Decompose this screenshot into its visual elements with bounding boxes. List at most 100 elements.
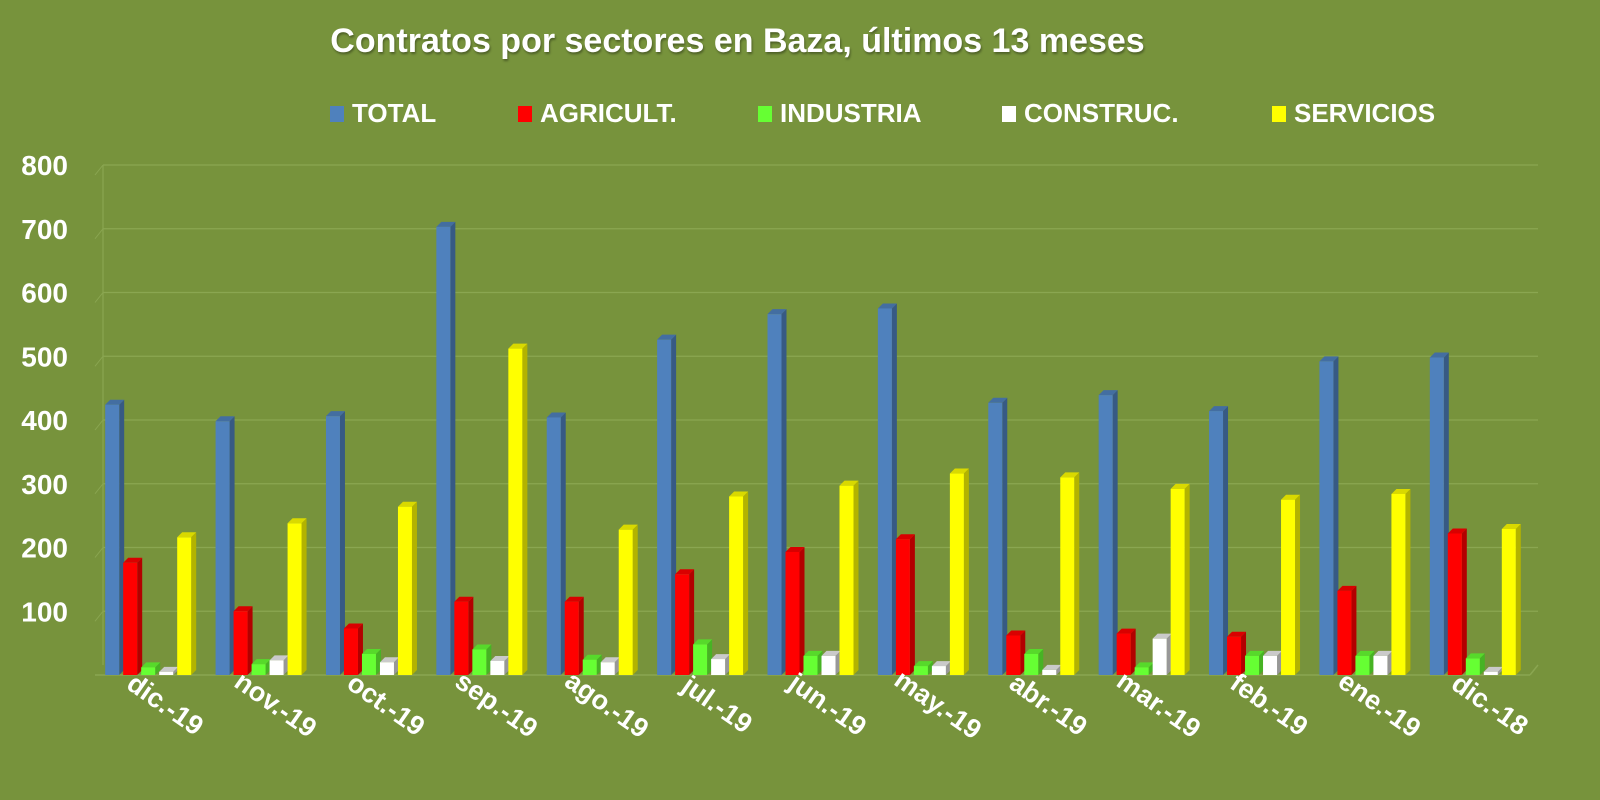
bar — [436, 226, 451, 675]
bar-side — [1148, 662, 1154, 675]
bar-side — [301, 518, 307, 675]
bar-side — [1074, 472, 1080, 675]
bar-side — [486, 644, 492, 675]
bar-side — [1241, 631, 1247, 675]
bar-top — [1245, 650, 1265, 656]
bar-top — [123, 557, 143, 563]
bar — [1281, 499, 1296, 675]
bar-side — [1112, 390, 1118, 675]
bar-side — [1515, 524, 1521, 675]
legend-item-industria: INDUSTRIA — [758, 98, 922, 129]
bar-side — [393, 657, 399, 675]
x-tick-label: sep.-19 — [450, 666, 543, 744]
legend-item-agricult: AGRICULT. — [518, 98, 677, 129]
bar-side — [1295, 494, 1301, 675]
bar — [1483, 671, 1498, 675]
bar-side — [632, 524, 638, 675]
bar-side — [283, 655, 289, 675]
bar-top — [564, 596, 584, 602]
bar — [1152, 638, 1167, 675]
bar — [1098, 395, 1113, 675]
bar-side — [1277, 650, 1283, 675]
bar — [729, 496, 744, 675]
bar-top — [729, 491, 749, 497]
x-tick-label: dic.-19 — [122, 668, 209, 742]
bar-side — [614, 657, 620, 675]
bar — [1447, 533, 1462, 675]
x-tick-label: nov.-19 — [229, 666, 322, 744]
bar-side — [522, 343, 528, 675]
y-tick-label: 100 — [21, 596, 68, 627]
bar — [1060, 477, 1075, 675]
chart-legend: TOTAL AGRICULT. INDUSTRIA CONSTRUC. SERV… — [330, 98, 1450, 138]
x-tick-label: ene.-19 — [1333, 666, 1426, 744]
bar — [913, 666, 928, 675]
bar — [343, 628, 358, 675]
bar-top — [287, 518, 307, 524]
legend-label-servicios: SERVICIOS — [1294, 98, 1436, 128]
bar — [177, 537, 192, 675]
bar-side — [799, 546, 805, 675]
bar-side — [1223, 406, 1229, 675]
bar — [1024, 653, 1039, 675]
bar-top — [343, 623, 363, 629]
x-tick-label: feb.-19 — [1225, 667, 1313, 741]
x-tick-label: jun.-19 — [783, 667, 872, 742]
bar-top — [675, 569, 695, 575]
bar — [1319, 361, 1334, 675]
bar-side — [411, 501, 417, 675]
bar-side — [1130, 628, 1136, 675]
bar — [361, 653, 376, 675]
bar — [490, 660, 505, 675]
bar — [1245, 655, 1260, 675]
bar-side — [119, 399, 125, 675]
bar-top — [1483, 666, 1503, 672]
bar-top — [877, 303, 897, 309]
bar-top — [803, 650, 823, 656]
bar-top — [600, 657, 620, 663]
bar-side — [891, 303, 897, 675]
bar — [325, 416, 340, 675]
legend-item-servicios: SERVICIOS — [1272, 98, 1435, 129]
bar — [785, 551, 800, 675]
bar-top — [233, 606, 253, 612]
bar-top — [657, 334, 677, 340]
bar-top — [508, 343, 528, 349]
bar-top — [821, 650, 841, 656]
bar-side — [191, 532, 197, 675]
legend-label-total: TOTAL — [352, 98, 437, 128]
y-tick-label: 200 — [21, 533, 68, 564]
bar — [839, 485, 854, 675]
bar — [803, 655, 818, 675]
bar — [159, 671, 174, 675]
bar — [1042, 669, 1057, 675]
bar — [379, 662, 394, 675]
bar-top — [988, 397, 1008, 403]
bar-side — [1369, 650, 1375, 675]
bar — [1263, 655, 1278, 675]
x-tick-label: may.-19 — [889, 664, 987, 745]
bar-side — [137, 557, 143, 675]
bar-top — [618, 524, 638, 530]
grid-line — [94, 610, 104, 622]
bar — [767, 314, 782, 675]
bar — [1373, 655, 1388, 675]
bar-side — [835, 650, 841, 675]
bar — [821, 655, 836, 675]
bar — [233, 611, 248, 675]
legend-swatch-total — [330, 105, 344, 122]
bar-top — [1227, 631, 1247, 637]
bar — [1337, 590, 1352, 675]
bar-side — [689, 569, 695, 675]
bar — [657, 339, 672, 675]
bar-top — [269, 655, 289, 661]
bar — [931, 666, 946, 675]
grid-line — [94, 228, 104, 240]
bar-side — [155, 662, 161, 675]
bar-side — [1443, 352, 1449, 675]
bar-top — [490, 655, 510, 661]
bar-top — [767, 309, 787, 315]
bar-top — [1006, 630, 1026, 636]
bar-side — [265, 659, 271, 675]
x-tick-label: abr.-19 — [1004, 667, 1093, 742]
